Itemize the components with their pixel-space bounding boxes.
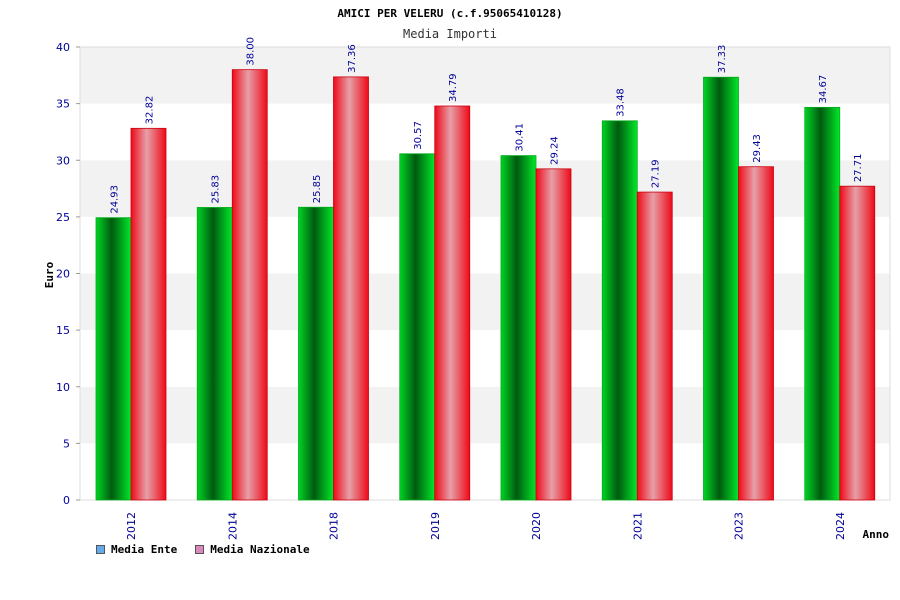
bar-media-nazionale xyxy=(130,127,167,501)
y-tick-label: 5 xyxy=(63,437,70,450)
bar-value-label: 24.93 xyxy=(110,185,121,214)
bar-value-label: 38.00 xyxy=(246,37,257,66)
y-axis-label: Euro xyxy=(43,261,56,288)
bar-media-ente xyxy=(399,153,436,501)
legend-swatch-media-ente xyxy=(96,545,105,554)
bar-media-nazionale xyxy=(434,105,471,501)
bar-value-label: 30.57 xyxy=(413,121,424,150)
bar-media-ente xyxy=(196,207,233,501)
bar-media-nazionale xyxy=(231,69,268,501)
y-tick-label: 15 xyxy=(56,324,70,337)
bar-value-label: 27.19 xyxy=(651,159,662,188)
bar-value-label: 25.83 xyxy=(211,175,222,204)
legend-swatch-media-nazionale xyxy=(195,545,205,554)
x-tick-label: 2014 xyxy=(226,512,239,540)
bar-media-nazionale xyxy=(839,185,876,501)
bar-value-label: 30.41 xyxy=(515,123,526,152)
x-tick-label: 2023 xyxy=(733,512,746,540)
bars-group xyxy=(95,69,876,501)
bar-value-label: 25.85 xyxy=(312,175,323,204)
y-tick-label: 30 xyxy=(56,154,70,167)
legend-label-media-ente: Media Ente xyxy=(111,543,178,556)
bar-media-ente xyxy=(703,76,739,501)
bar-value-label: 37.36 xyxy=(347,44,358,73)
y-tick-label: 40 xyxy=(56,41,70,54)
bar-value-label: 29.43 xyxy=(752,134,763,163)
bar-value-label: 34.67 xyxy=(818,75,829,104)
bar-media-ente xyxy=(500,155,537,501)
x-tick-label: 2021 xyxy=(631,512,644,540)
bar-media-nazionale xyxy=(333,76,369,501)
y-axis: 0 5 10 15 20 25 30 35 40 xyxy=(56,41,80,507)
bar-media-ente xyxy=(804,106,841,501)
bar-value-label: 33.48 xyxy=(616,88,627,117)
bar-value-label: 29.24 xyxy=(550,136,561,165)
y-tick-label: 35 xyxy=(56,98,70,111)
x-tick-label: 2020 xyxy=(530,512,543,540)
y-tick-label: 20 xyxy=(56,268,70,281)
bar-value-label: 34.79 xyxy=(448,73,459,102)
x-axis: 2012 2014 2018 2019 2020 2021 2023 2024 xyxy=(125,512,847,540)
legend-item-media-ente: Media Ente xyxy=(96,543,177,556)
bar-media-nazionale xyxy=(738,166,774,501)
grid-band xyxy=(80,47,890,104)
bar-value-label: 37.33 xyxy=(717,45,728,74)
chart-subtitle: Media Importi xyxy=(403,27,497,41)
x-tick-label: 2018 xyxy=(328,512,341,540)
legend-item-media-nazionale: Media Nazionale xyxy=(195,543,310,556)
grid-band xyxy=(80,103,890,161)
y-tick-label: 25 xyxy=(56,211,70,224)
y-tick-label: 10 xyxy=(56,381,70,394)
bar-media-ente xyxy=(601,120,638,501)
x-tick-label: 2012 xyxy=(125,512,138,540)
bar-media-nazionale xyxy=(636,191,673,501)
y-tick-label: 0 xyxy=(63,494,70,507)
value-labels-group: 24.93 32.82 25.83 38.00 25.85 37.36 30.57 34.79… xyxy=(110,37,865,214)
x-tick-label: 2019 xyxy=(429,512,442,540)
bar-media-ente xyxy=(95,217,132,501)
chart-title: AMICI PER VELERU (c.f.95065410128) xyxy=(337,7,562,20)
x-axis-label: Anno xyxy=(863,528,890,541)
x-tick-label: 2024 xyxy=(834,512,847,540)
legend: Media Ente Media Nazionale xyxy=(96,543,310,556)
bar-media-nazionale xyxy=(535,168,572,501)
bar-media-ente xyxy=(298,206,334,501)
legend-label-media-nazionale: Media Nazionale xyxy=(210,543,310,556)
bar-value-label: 32.82 xyxy=(145,96,156,125)
bar-value-label: 27.71 xyxy=(853,154,864,183)
